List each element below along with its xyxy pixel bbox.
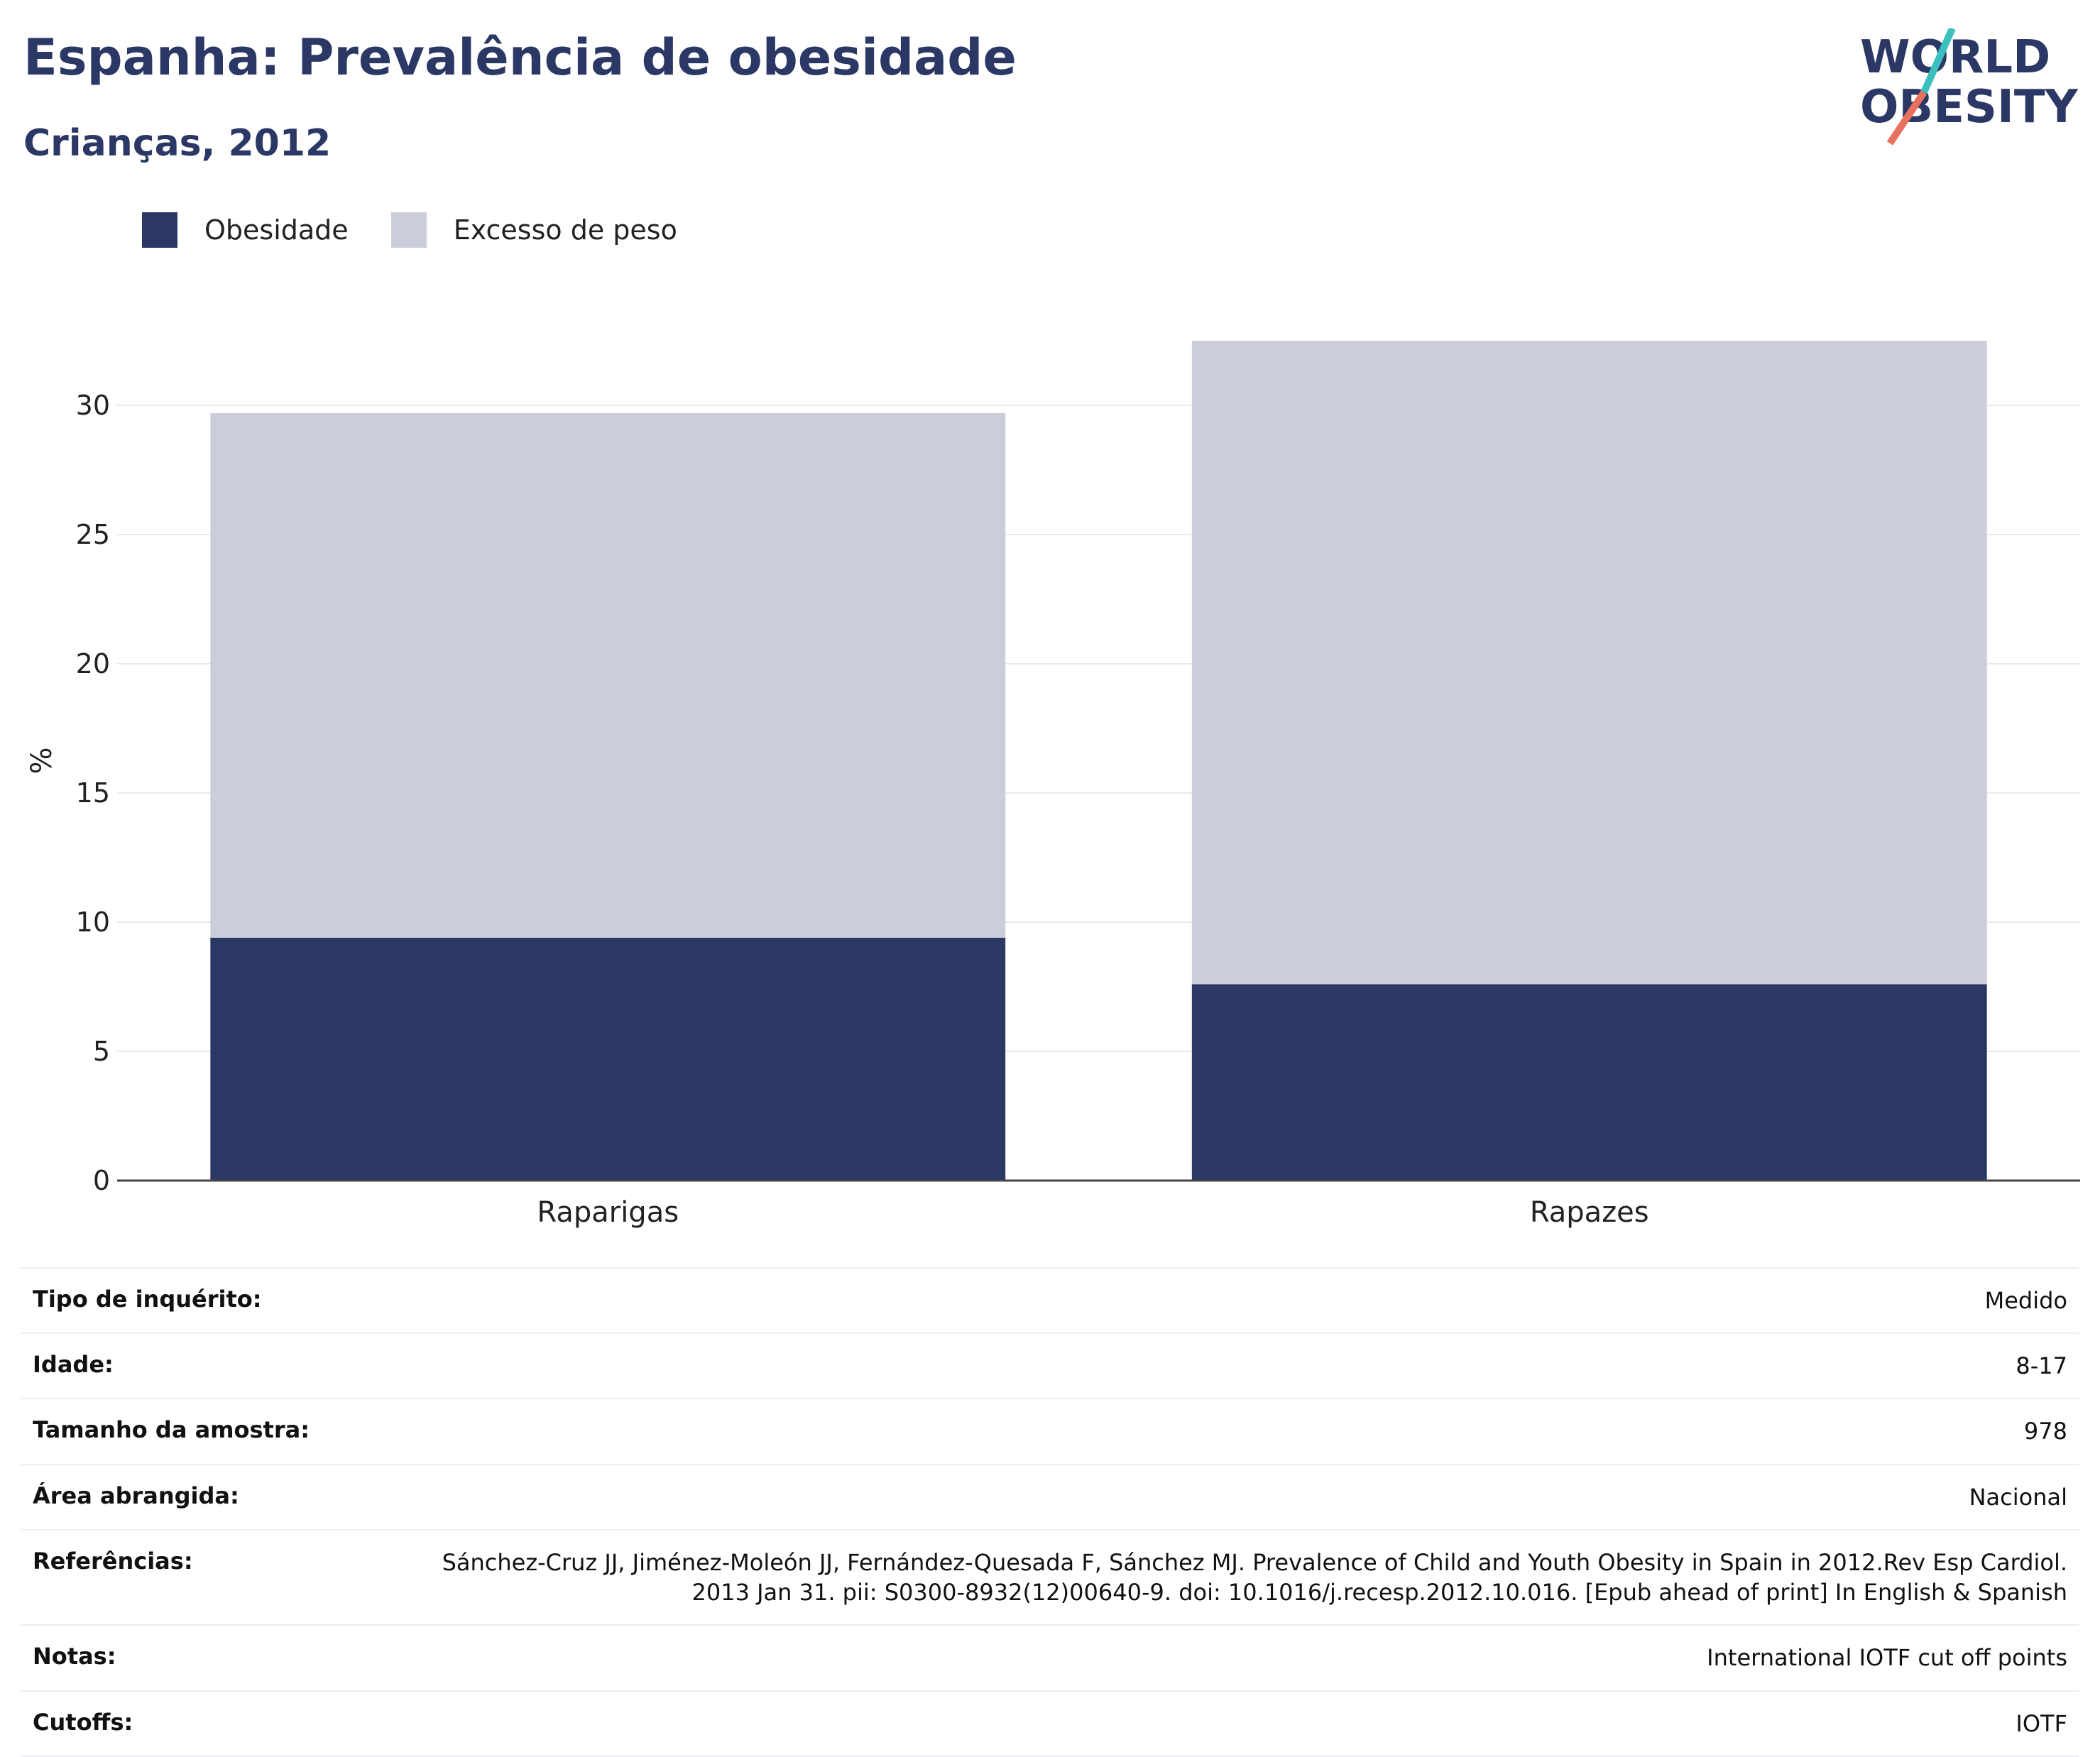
- y-tick-label: 0: [93, 1165, 110, 1196]
- meta-value: International IOTF cut off points: [1707, 1644, 2067, 1672]
- y-tick-label: 5: [93, 1036, 110, 1067]
- bar-excesso-de-peso: [210, 412, 1006, 938]
- meta-label: Cutoffs:: [33, 1708, 133, 1736]
- legend-swatch-obesidade: [142, 212, 177, 248]
- y-tick-label: 25: [76, 519, 110, 550]
- legend-item-obesidade[interactable]: Obesidade: [142, 212, 349, 248]
- legend-label-obesidade: Obesidade: [204, 214, 349, 246]
- legend-item-excesso-de-peso[interactable]: Excesso de peso: [390, 212, 677, 248]
- meta-label: Área abrangida:: [33, 1482, 239, 1509]
- meta-label: Referências:: [33, 1547, 193, 1575]
- meta-row: Idade: 8-17: [21, 1334, 2079, 1400]
- legend-label-excesso-de-peso: Excesso de peso: [453, 214, 677, 246]
- meta-row: Área abrangida: Nacional: [21, 1465, 2079, 1531]
- meta-label: Tamanho da amostra:: [33, 1416, 310, 1444]
- stacked-bar-chart: 0 5 10 15 20 25 30% Raparigas Rapazes: [26, 341, 2080, 1229]
- x-tick-label: Raparigas: [537, 1196, 679, 1229]
- y-tick-label: 15: [76, 777, 110, 809]
- legend: Obesidade Excesso de peso: [142, 212, 720, 248]
- y-axis-label: %: [26, 747, 58, 774]
- survey-details-table: Tipo de inquérito: Medido Idade: 8-17 Tamanh…: [21, 1267, 2079, 1757]
- y-tick-label: 20: [76, 648, 110, 679]
- meta-row: Cutoffs: IOTF: [21, 1692, 2079, 1757]
- logo-line-2: OBESITY: [1860, 81, 2078, 133]
- meta-row: Tamanho da amostra: 978: [21, 1399, 2079, 1465]
- y-tick-label: 10: [76, 907, 110, 938]
- meta-value: Sánchez-Cruz JJ, Jiménez-Moleón JJ, Fern…: [442, 1548, 2067, 1607]
- world-obesity-logo: WORLD OBESITY: [1860, 28, 2078, 146]
- bar-excesso-de-peso: [1191, 341, 1987, 985]
- meta-value: 8-17: [2016, 1352, 2067, 1380]
- legend-swatch-excesso-de-peso: [390, 212, 427, 248]
- meta-row: Tipo de inquérito: Medido: [21, 1269, 2079, 1335]
- meta-row: Referências: Sánchez-Cruz JJ, Jiménez-Mol…: [21, 1531, 2079, 1626]
- meta-value: Medido: [1984, 1287, 2067, 1314]
- chart-subtitle: Crianças, 2012: [23, 122, 332, 165]
- chart-title: Espanha: Prevalência de obesidade: [23, 28, 1017, 87]
- meta-value: Nacional: [1969, 1483, 2067, 1511]
- logo-slash-coral: [1886, 90, 1927, 146]
- x-tick-label: Rapazes: [1530, 1196, 1649, 1229]
- y-tick-label: 30: [76, 390, 110, 421]
- logo-line-1: WORLD: [1860, 31, 2050, 84]
- bar-obesidade: [1191, 984, 1987, 1181]
- bar-obesidade: [210, 937, 1006, 1181]
- meta-value: 978: [2023, 1418, 2067, 1445]
- meta-label: Tipo de inquérito:: [33, 1286, 262, 1313]
- meta-value: IOTF: [2016, 1709, 2067, 1737]
- logo-slash-teal: [1920, 28, 1956, 94]
- meta-label: Idade:: [33, 1351, 114, 1379]
- meta-row: Notas: International IOTF cut off points: [21, 1626, 2079, 1692]
- meta-label: Notas:: [33, 1643, 116, 1670]
